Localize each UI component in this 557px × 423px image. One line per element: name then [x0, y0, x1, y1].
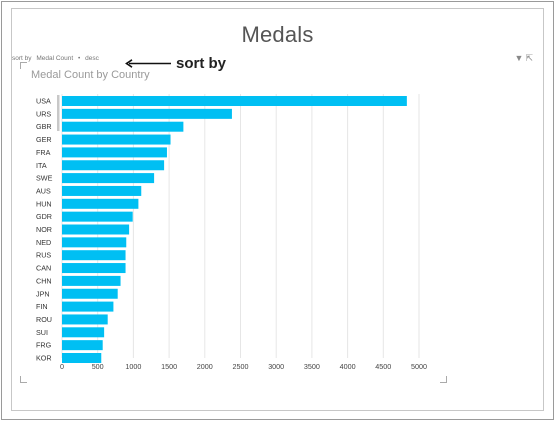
category-label: HUN	[36, 199, 52, 208]
category-label: GDR	[36, 212, 52, 221]
tile-corner-handle	[20, 62, 27, 69]
category-label: SWE	[36, 174, 53, 183]
bar-chart: 0 500 1000 1500 2000 2500 3000 3500 4000 4500 5000…	[36, 94, 427, 371]
chart-title: Medal Count by Country	[31, 69, 150, 81]
popout-icon[interactable]: ⇱	[525, 53, 535, 63]
category-label: ITA	[36, 161, 47, 170]
category-label: CAN	[36, 264, 51, 273]
bar-aus[interactable]	[62, 185, 142, 196]
sort-order[interactable]: desc	[85, 55, 99, 62]
x-tick-label: 500	[92, 362, 104, 371]
category-label: ROU	[36, 315, 52, 324]
category-label: FIN	[36, 302, 48, 311]
category-label: GBR	[36, 122, 52, 131]
x-tick-label: 1500	[161, 362, 177, 371]
tile-corner-handle[interactable]	[440, 376, 447, 383]
x-tick-label: 4000	[340, 362, 356, 371]
bar-jpn[interactable]	[62, 288, 118, 299]
x-tick-label: 2500	[233, 362, 249, 371]
bar-gbr[interactable]	[62, 121, 184, 132]
bar-sui[interactable]	[62, 327, 105, 338]
scrollbar[interactable]	[57, 95, 60, 131]
bar-urs[interactable]	[62, 108, 232, 119]
bar-ger[interactable]	[62, 134, 171, 145]
category-label: RUS	[36, 251, 51, 260]
category-label: CHN	[36, 276, 52, 285]
bar-rus[interactable]	[62, 250, 126, 261]
bar-swe[interactable]	[62, 173, 155, 184]
bar-nor[interactable]	[62, 224, 130, 235]
bar-rou[interactable]	[62, 314, 108, 325]
bar-kor[interactable]	[62, 353, 102, 363]
bar-gdr[interactable]	[62, 211, 133, 222]
tile-corner-handle	[20, 376, 27, 383]
x-tick-label: 5000	[411, 362, 427, 371]
x-tick-label: 3500	[304, 362, 320, 371]
x-tick-label: 0	[60, 362, 64, 371]
sort-separator-icon: •	[78, 55, 81, 62]
category-label: NOR	[36, 225, 52, 234]
category-label: FRA	[36, 148, 51, 157]
bar-can[interactable]	[62, 263, 126, 274]
bar-ned[interactable]	[62, 237, 127, 248]
category-label: GER	[36, 135, 52, 144]
bar-usa[interactable]	[62, 96, 407, 106]
page-title: Medals	[241, 22, 314, 47]
bar-fra[interactable]	[62, 147, 167, 158]
annotation-label: sort by	[176, 55, 227, 72]
category-label: SUI	[36, 328, 48, 337]
sort-field[interactable]: Medal Count	[36, 55, 74, 62]
filter-icon[interactable]: ▼	[514, 53, 526, 63]
annotation-arrow-icon	[125, 59, 171, 68]
category-label: JPN	[36, 289, 50, 298]
category-label: FRG	[36, 341, 52, 350]
sort-control[interactable]: sort by Medal Count • desc	[12, 55, 102, 62]
bar-frg[interactable]	[62, 340, 103, 351]
x-tick-label: 1000	[125, 362, 141, 371]
report-canvas: Medals sort by Medal Count • desc sort b…	[11, 8, 544, 411]
bar-fin[interactable]	[62, 301, 114, 312]
x-tick-label: 3000	[268, 362, 284, 371]
bar-chn[interactable]	[62, 275, 121, 286]
bar-ita[interactable]	[62, 160, 165, 171]
x-tick-label: 2000	[197, 362, 213, 371]
category-label: AUS	[36, 186, 51, 195]
x-tick-label: 4500	[375, 362, 391, 371]
category-label: KOR	[36, 354, 52, 363]
sort-prefix: sort by	[12, 55, 32, 62]
category-label: USA	[36, 97, 51, 106]
category-label: URS	[36, 109, 51, 118]
bar-hun[interactable]	[62, 198, 139, 209]
category-label: NED	[36, 238, 51, 247]
